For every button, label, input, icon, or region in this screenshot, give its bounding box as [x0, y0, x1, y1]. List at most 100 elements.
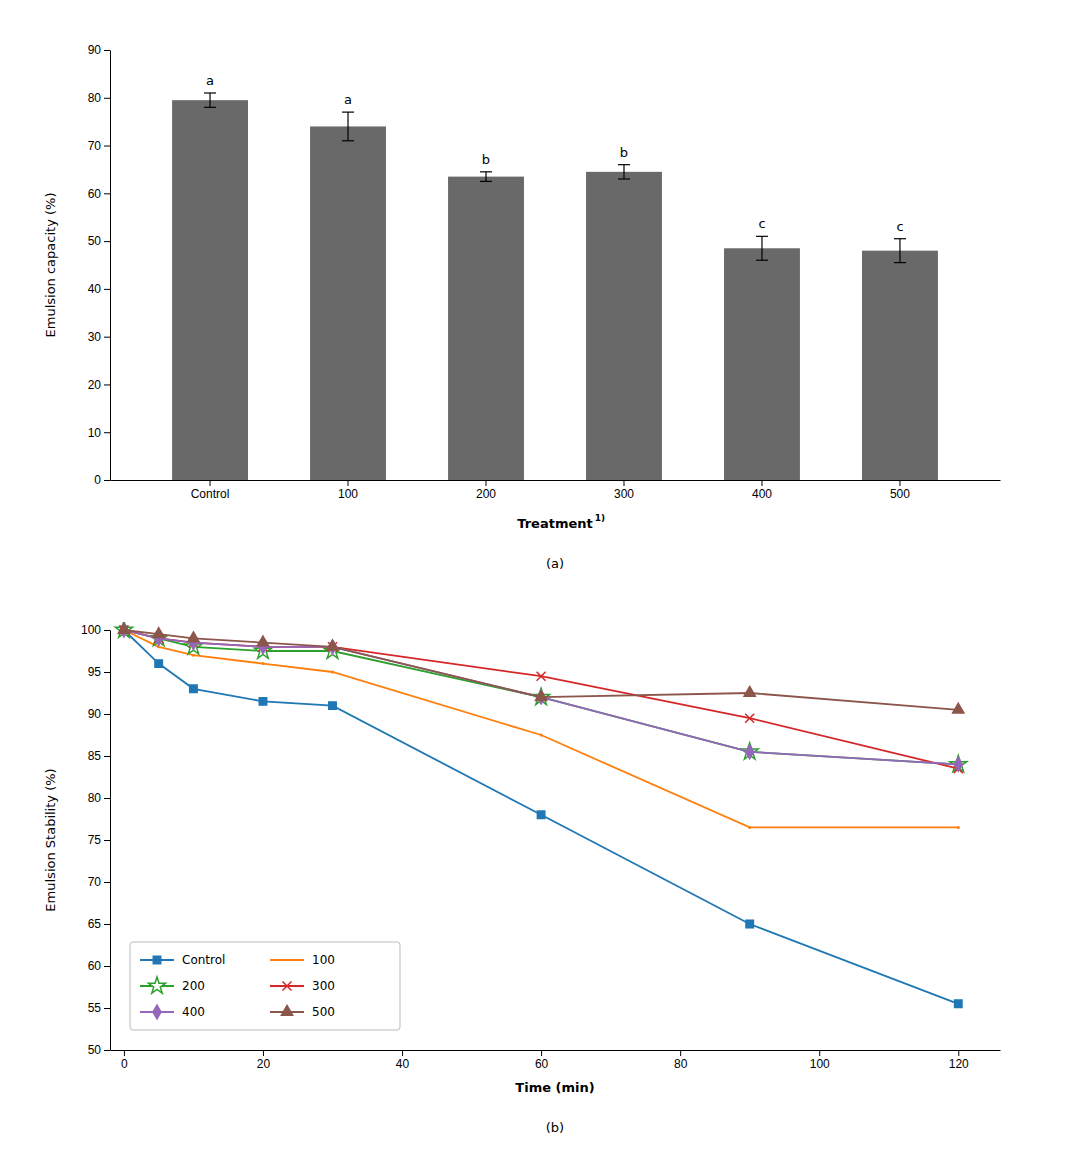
marker: [744, 686, 755, 696]
legend-label: 100: [312, 953, 335, 967]
legend-label: 400: [182, 1005, 205, 1019]
significance-letter: a: [344, 92, 352, 107]
error-bar-cap: [756, 236, 768, 237]
error-bar-stem: [485, 172, 486, 182]
tick-mark: [899, 480, 900, 486]
legend: Control100200300400500: [130, 942, 400, 1030]
tick-mark: [104, 193, 110, 194]
series: [120, 623, 962, 771]
tick-mark: [263, 1050, 264, 1056]
tick-label: 70: [88, 139, 102, 153]
tick-mark: [104, 714, 110, 715]
tick: 40: [396, 1050, 410, 1071]
tick: 60: [88, 187, 110, 201]
legend-entry: Control: [140, 953, 225, 967]
tick: 20: [88, 378, 110, 392]
series: [119, 625, 962, 773]
tick-label: 10: [88, 426, 102, 440]
tick-label: 500: [890, 487, 910, 501]
error-bar-cap: [618, 178, 630, 179]
axis-line: [111, 1050, 1001, 1051]
legend-entry: 400: [140, 1005, 205, 1019]
tick: 0: [121, 1050, 128, 1071]
error-bar-cap: [894, 238, 906, 239]
tick-label: 50: [88, 1043, 102, 1057]
error-bar-cap: [756, 260, 768, 261]
tick-mark: [124, 1050, 125, 1056]
tick-mark: [104, 241, 110, 242]
tick: 20: [257, 1050, 271, 1071]
panel-title: (a): [546, 556, 564, 571]
tick-label: 300: [614, 487, 634, 501]
error-bar-stem: [761, 236, 762, 260]
tick-label: 400: [752, 487, 772, 501]
tick: 80: [88, 91, 110, 105]
error-bar: [894, 239, 906, 263]
tick-mark: [541, 1050, 542, 1056]
tick-mark: [210, 480, 211, 486]
figure: 0 10 20 30 40 50 60 70 80 90 Control 100 200 300 400 50…: [0, 0, 1082, 1164]
tick-label: 20: [88, 378, 102, 392]
tick: 90: [88, 707, 110, 721]
legend-entry: 200: [140, 977, 205, 993]
tick: 40: [88, 282, 110, 296]
tick: 100: [81, 623, 110, 637]
tick-mark: [104, 1050, 110, 1051]
tick-label: 40: [88, 282, 102, 296]
point: [748, 826, 751, 829]
tick-label: 0: [121, 1057, 128, 1071]
error-bar: [756, 236, 768, 260]
legend-box: [130, 942, 400, 1030]
legend-marker: [282, 981, 291, 990]
tick-label: 30: [88, 330, 102, 344]
tick: 80: [88, 791, 110, 805]
error-bar-cap: [618, 164, 630, 165]
tick-label: 85: [88, 749, 102, 763]
series-line: [124, 630, 958, 764]
tick: 50: [88, 234, 110, 248]
tick-label: 40: [396, 1057, 410, 1071]
marker: [745, 714, 754, 723]
tick: 70: [88, 875, 110, 889]
point: [957, 826, 960, 829]
series-line: [124, 630, 958, 710]
tick: 55: [88, 1001, 110, 1015]
tick-mark: [104, 98, 110, 99]
marker: [955, 1000, 962, 1007]
marker: [537, 811, 544, 818]
error-bar-cap: [342, 140, 354, 141]
bar: [310, 126, 386, 480]
tick-label: 90: [88, 707, 102, 721]
error-bar: [342, 112, 354, 141]
series: [118, 623, 964, 713]
point: [261, 662, 264, 665]
series-line: [124, 630, 958, 769]
tick-mark: [402, 1050, 403, 1056]
y-axis: 0102030405060708090: [88, 43, 111, 487]
marker: [746, 920, 753, 927]
tick: 100: [810, 1050, 830, 1071]
tick: 50: [88, 1043, 110, 1057]
tick-label: 80: [88, 91, 102, 105]
marker: [257, 636, 268, 646]
tick-mark: [104, 384, 110, 385]
tick: 75: [88, 833, 110, 847]
legend-swatch: [270, 959, 304, 961]
tick-mark: [104, 924, 110, 925]
axis-line: [110, 631, 111, 1051]
tick: 70: [88, 139, 110, 153]
bar: [724, 248, 800, 480]
significance-letter: c: [896, 219, 903, 234]
significance-letter: c: [758, 216, 765, 231]
error-bar-cap: [204, 92, 216, 93]
tick-mark: [104, 289, 110, 290]
bar: [862, 251, 938, 480]
marker: [155, 660, 162, 667]
error-bar-cap: [894, 262, 906, 263]
error-bar-stem: [347, 112, 348, 141]
tick-label: 90: [88, 43, 102, 57]
bar: [172, 100, 248, 480]
tick: 500: [890, 480, 910, 501]
error-bar-cap: [480, 171, 492, 172]
tick-label: 55: [88, 1001, 102, 1015]
